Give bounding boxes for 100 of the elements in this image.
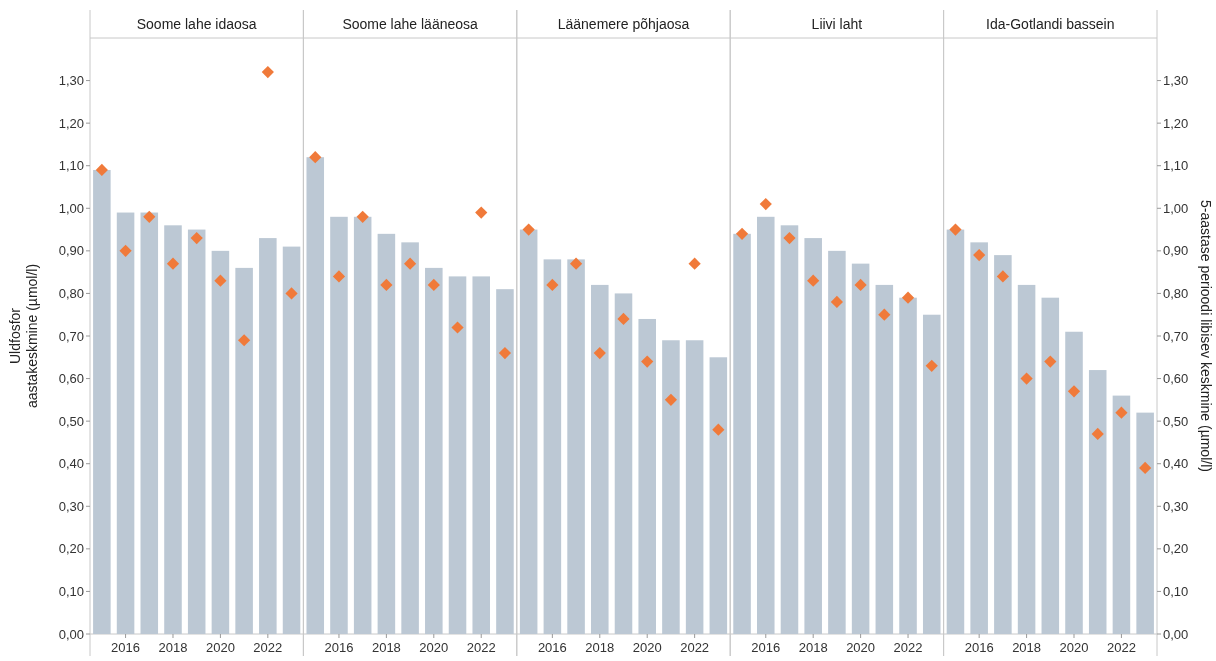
y2-tick-label: 0,90 xyxy=(1163,243,1189,259)
x-tick-label: 2020 xyxy=(1059,640,1089,655)
point xyxy=(95,163,108,177)
x-tick-label: 2016 xyxy=(751,640,781,655)
point xyxy=(996,270,1009,283)
point xyxy=(119,244,132,257)
point xyxy=(143,210,156,223)
point xyxy=(973,249,986,262)
chart-title: Soome lahe lääneosa xyxy=(342,16,479,32)
point xyxy=(1067,385,1081,398)
y-tick-label: 1,30 xyxy=(58,73,84,89)
y2-tick-label: 0,30 xyxy=(1163,498,1189,514)
chart-title: Läänemere põhjaosa xyxy=(557,16,690,32)
chart-title: Soome lahe idaosa xyxy=(136,16,257,32)
x-tick-label: 2022 xyxy=(893,640,923,655)
y2-tick-label: 1,10 xyxy=(1163,158,1189,174)
x-tick-label: 2022 xyxy=(1106,640,1136,655)
x-tick-label: 2020 xyxy=(205,640,235,655)
point xyxy=(190,231,203,245)
x-tick-label: 2022 xyxy=(253,640,283,655)
point xyxy=(949,223,962,236)
point xyxy=(807,274,820,287)
point xyxy=(759,197,772,211)
y-tick-label: 0,80 xyxy=(58,285,84,301)
y-tick-label: 1,00 xyxy=(58,200,84,216)
point xyxy=(261,65,274,79)
y2-axis-title: 5-aastase perioodi libisev keskmine (µmol/l) xyxy=(1198,200,1214,472)
point xyxy=(546,278,559,292)
x-tick-label: 2016 xyxy=(324,640,354,655)
chart-title: Ida-Gotlandi bassein xyxy=(986,16,1115,32)
point xyxy=(925,359,938,372)
y2-tick-label: 1,30 xyxy=(1163,73,1189,89)
point xyxy=(451,321,464,334)
point xyxy=(214,274,227,287)
point xyxy=(688,257,701,270)
point xyxy=(498,346,512,360)
point xyxy=(380,278,393,292)
y-tick-label: 0,10 xyxy=(58,583,84,599)
y2-tick-label: 0,00 xyxy=(1163,626,1189,642)
y-tick-label: 1,10 xyxy=(58,158,84,174)
y-tick-label: 0,50 xyxy=(58,413,84,429)
y-tick-label: 0,20 xyxy=(58,541,84,557)
point xyxy=(593,346,606,360)
point xyxy=(309,151,322,164)
y-tick-label: 0,30 xyxy=(58,498,84,514)
y-tick-label: 1,20 xyxy=(58,115,84,131)
point xyxy=(285,287,298,300)
x-tick-label: 2016 xyxy=(537,640,567,655)
y2-tick-label: 0,60 xyxy=(1163,371,1189,387)
x-tick-label: 2020 xyxy=(419,640,449,655)
x-tick-label: 2018 xyxy=(798,640,828,655)
x-tick-label: 2018 xyxy=(1012,640,1042,655)
x-tick-label: 2022 xyxy=(466,640,496,655)
y2-tick-label: 0,40 xyxy=(1163,456,1189,472)
x-tick-label: 2020 xyxy=(632,640,662,655)
point xyxy=(1020,372,1033,385)
point xyxy=(783,231,796,245)
y2-tick-label: 0,20 xyxy=(1163,541,1189,557)
point xyxy=(641,355,654,368)
point xyxy=(166,257,180,270)
x-tick-label: 2020 xyxy=(846,640,876,655)
y-tick-label: 0,70 xyxy=(58,328,84,344)
y2-tick-label: 1,00 xyxy=(1163,200,1189,216)
point xyxy=(404,257,417,270)
point xyxy=(664,393,678,406)
point xyxy=(617,312,630,326)
point xyxy=(427,278,440,292)
point xyxy=(569,257,583,270)
y2-tick-label: 1,20 xyxy=(1163,115,1189,131)
point xyxy=(712,423,725,436)
point xyxy=(238,334,251,347)
y-tick-label: 0,00 xyxy=(58,626,84,642)
x-tick-label: 2018 xyxy=(158,640,188,655)
x-tick-label: 2016 xyxy=(111,640,141,655)
point xyxy=(522,223,535,236)
point xyxy=(356,210,369,223)
point xyxy=(332,270,346,283)
point xyxy=(1044,355,1057,368)
point xyxy=(830,295,843,309)
y2-tick-label: 0,10 xyxy=(1163,583,1189,599)
point xyxy=(1115,406,1128,419)
y2-tick-label: 0,80 xyxy=(1163,285,1189,301)
point xyxy=(1091,427,1104,441)
y-tick-label: 0,90 xyxy=(58,243,84,259)
y2-tick-label: 0,50 xyxy=(1163,413,1189,429)
chart-title: Liivi laht xyxy=(811,16,863,32)
point xyxy=(1139,461,1152,475)
y-tick-label: 0,60 xyxy=(58,371,84,387)
point xyxy=(878,308,891,321)
point xyxy=(901,291,915,304)
point xyxy=(854,278,867,292)
x-tick-label: 2016 xyxy=(964,640,994,655)
point xyxy=(475,206,488,219)
x-tick-label: 2022 xyxy=(680,640,710,655)
x-tick-label: 2018 xyxy=(585,640,615,655)
point xyxy=(735,227,749,240)
y-tick-label: 0,40 xyxy=(58,456,84,472)
x-tick-label: 2018 xyxy=(371,640,401,655)
y-axis-title: Uldfosfor aastakeskmine (µmol/l) xyxy=(6,263,40,409)
y2-tick-label: 0,70 xyxy=(1163,328,1189,344)
